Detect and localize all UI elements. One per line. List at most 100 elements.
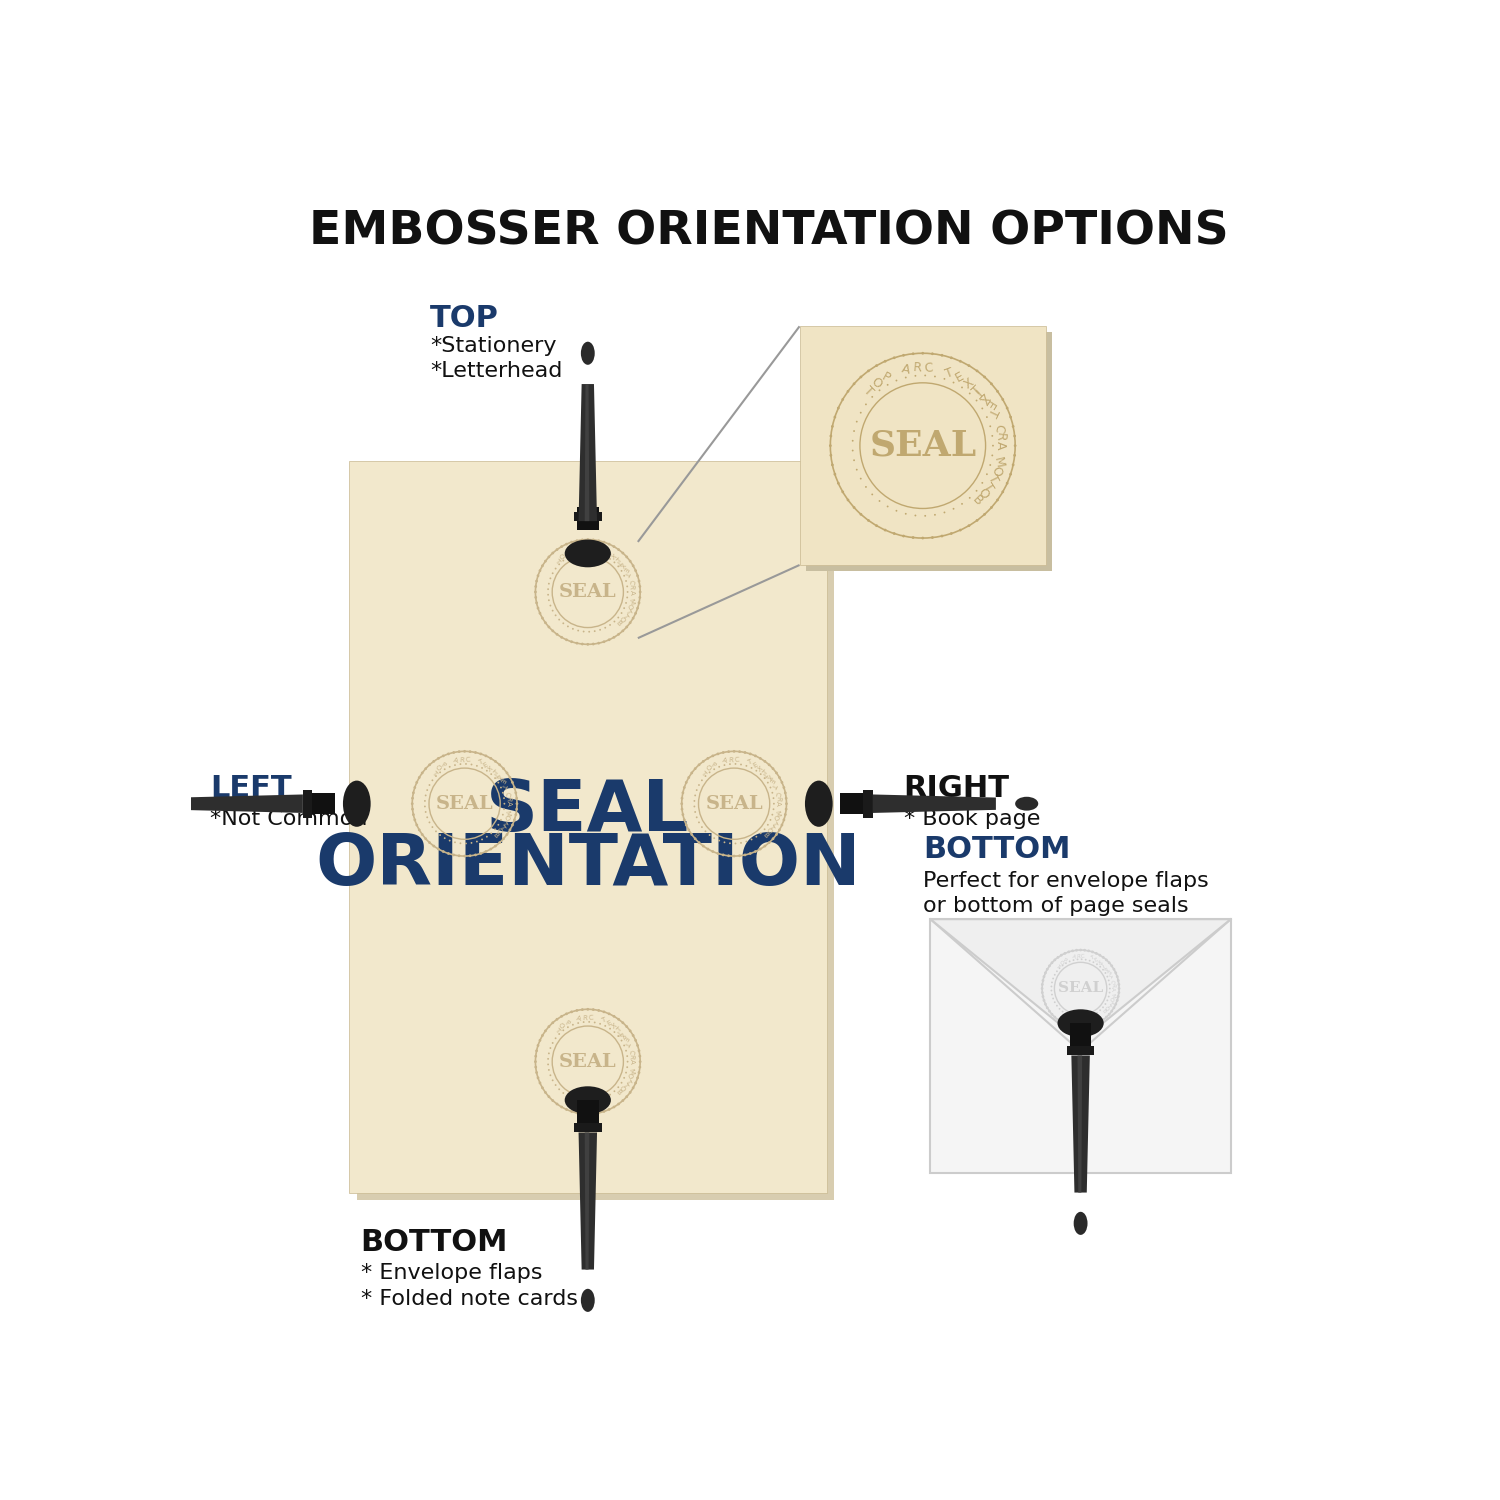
Circle shape [958, 528, 962, 531]
Ellipse shape [564, 540, 610, 567]
Circle shape [915, 514, 916, 516]
Circle shape [776, 771, 778, 774]
Circle shape [480, 753, 482, 756]
Circle shape [990, 382, 993, 386]
Text: R: R [729, 756, 734, 764]
Circle shape [538, 1040, 542, 1041]
Circle shape [681, 792, 684, 794]
Bar [303, 790, 312, 818]
Circle shape [594, 552, 596, 554]
Circle shape [748, 852, 752, 855]
Circle shape [776, 833, 778, 836]
Circle shape [429, 784, 430, 786]
Text: C: C [588, 1014, 594, 1022]
Circle shape [1092, 1014, 1095, 1016]
Circle shape [729, 764, 730, 765]
Circle shape [537, 606, 540, 609]
Circle shape [686, 782, 687, 784]
Text: or bottom of page seals: or bottom of page seals [922, 896, 1188, 916]
Circle shape [432, 760, 435, 762]
Circle shape [627, 585, 628, 588]
Text: M: M [627, 1068, 634, 1076]
Text: B: B [1101, 1008, 1107, 1014]
Circle shape [448, 840, 450, 842]
Circle shape [1104, 1004, 1107, 1005]
Circle shape [904, 513, 906, 514]
Text: R: R [582, 544, 586, 550]
Text: O: O [975, 486, 992, 502]
Circle shape [582, 552, 585, 554]
Circle shape [830, 435, 833, 438]
Circle shape [626, 1095, 628, 1098]
Circle shape [1116, 975, 1119, 978]
Circle shape [604, 555, 606, 556]
Circle shape [681, 796, 684, 800]
Text: SEAL: SEAL [436, 795, 494, 813]
Circle shape [567, 626, 568, 627]
Circle shape [968, 525, 970, 526]
Circle shape [975, 519, 978, 522]
Circle shape [1014, 435, 1016, 438]
Circle shape [534, 596, 537, 598]
Circle shape [693, 800, 696, 802]
Circle shape [750, 766, 753, 770]
Circle shape [780, 782, 783, 784]
Circle shape [598, 1098, 602, 1101]
Text: O: O [558, 552, 566, 561]
Text: X: X [610, 1023, 618, 1031]
Circle shape [489, 758, 492, 759]
Circle shape [542, 1086, 544, 1089]
Text: T: T [1054, 963, 1060, 969]
Text: E: E [606, 549, 612, 556]
Circle shape [486, 770, 488, 771]
Circle shape [548, 1070, 550, 1071]
Circle shape [1095, 952, 1098, 954]
Circle shape [634, 612, 638, 615]
Text: R: R [628, 1054, 634, 1059]
Circle shape [516, 808, 518, 810]
Circle shape [748, 753, 752, 756]
Circle shape [622, 574, 626, 576]
Circle shape [728, 750, 730, 753]
Circle shape [694, 795, 696, 796]
Circle shape [1100, 1010, 1101, 1011]
Circle shape [548, 1058, 549, 1060]
Text: T: T [621, 1082, 628, 1089]
Bar [312, 794, 334, 814]
Circle shape [636, 1077, 639, 1078]
Text: T: T [624, 570, 632, 576]
Circle shape [555, 1084, 556, 1086]
Circle shape [1050, 962, 1053, 964]
Circle shape [1083, 1026, 1086, 1028]
Circle shape [1090, 1023, 1094, 1026]
Text: M: M [1108, 993, 1114, 999]
Circle shape [852, 440, 853, 441]
Circle shape [759, 758, 762, 759]
Text: E: E [1106, 969, 1112, 974]
Circle shape [426, 816, 427, 818]
Text: A: A [628, 1059, 634, 1064]
Circle shape [513, 819, 516, 822]
Circle shape [760, 833, 762, 834]
Circle shape [552, 552, 554, 555]
Circle shape [732, 750, 735, 753]
Circle shape [621, 1100, 624, 1102]
Circle shape [608, 543, 610, 546]
Circle shape [837, 406, 840, 410]
Circle shape [639, 585, 642, 588]
Circle shape [950, 532, 952, 536]
Circle shape [618, 616, 620, 618]
Circle shape [952, 509, 954, 510]
Text: RIGHT: RIGHT [903, 774, 1010, 802]
Circle shape [419, 828, 420, 831]
Circle shape [902, 534, 904, 537]
Circle shape [778, 828, 782, 831]
Circle shape [422, 833, 423, 836]
Bar [357, 468, 834, 1200]
Circle shape [996, 498, 999, 501]
Text: T: T [1089, 956, 1095, 962]
Circle shape [588, 1022, 590, 1023]
Circle shape [1056, 970, 1058, 972]
Circle shape [1056, 1019, 1059, 1022]
Circle shape [580, 642, 584, 645]
